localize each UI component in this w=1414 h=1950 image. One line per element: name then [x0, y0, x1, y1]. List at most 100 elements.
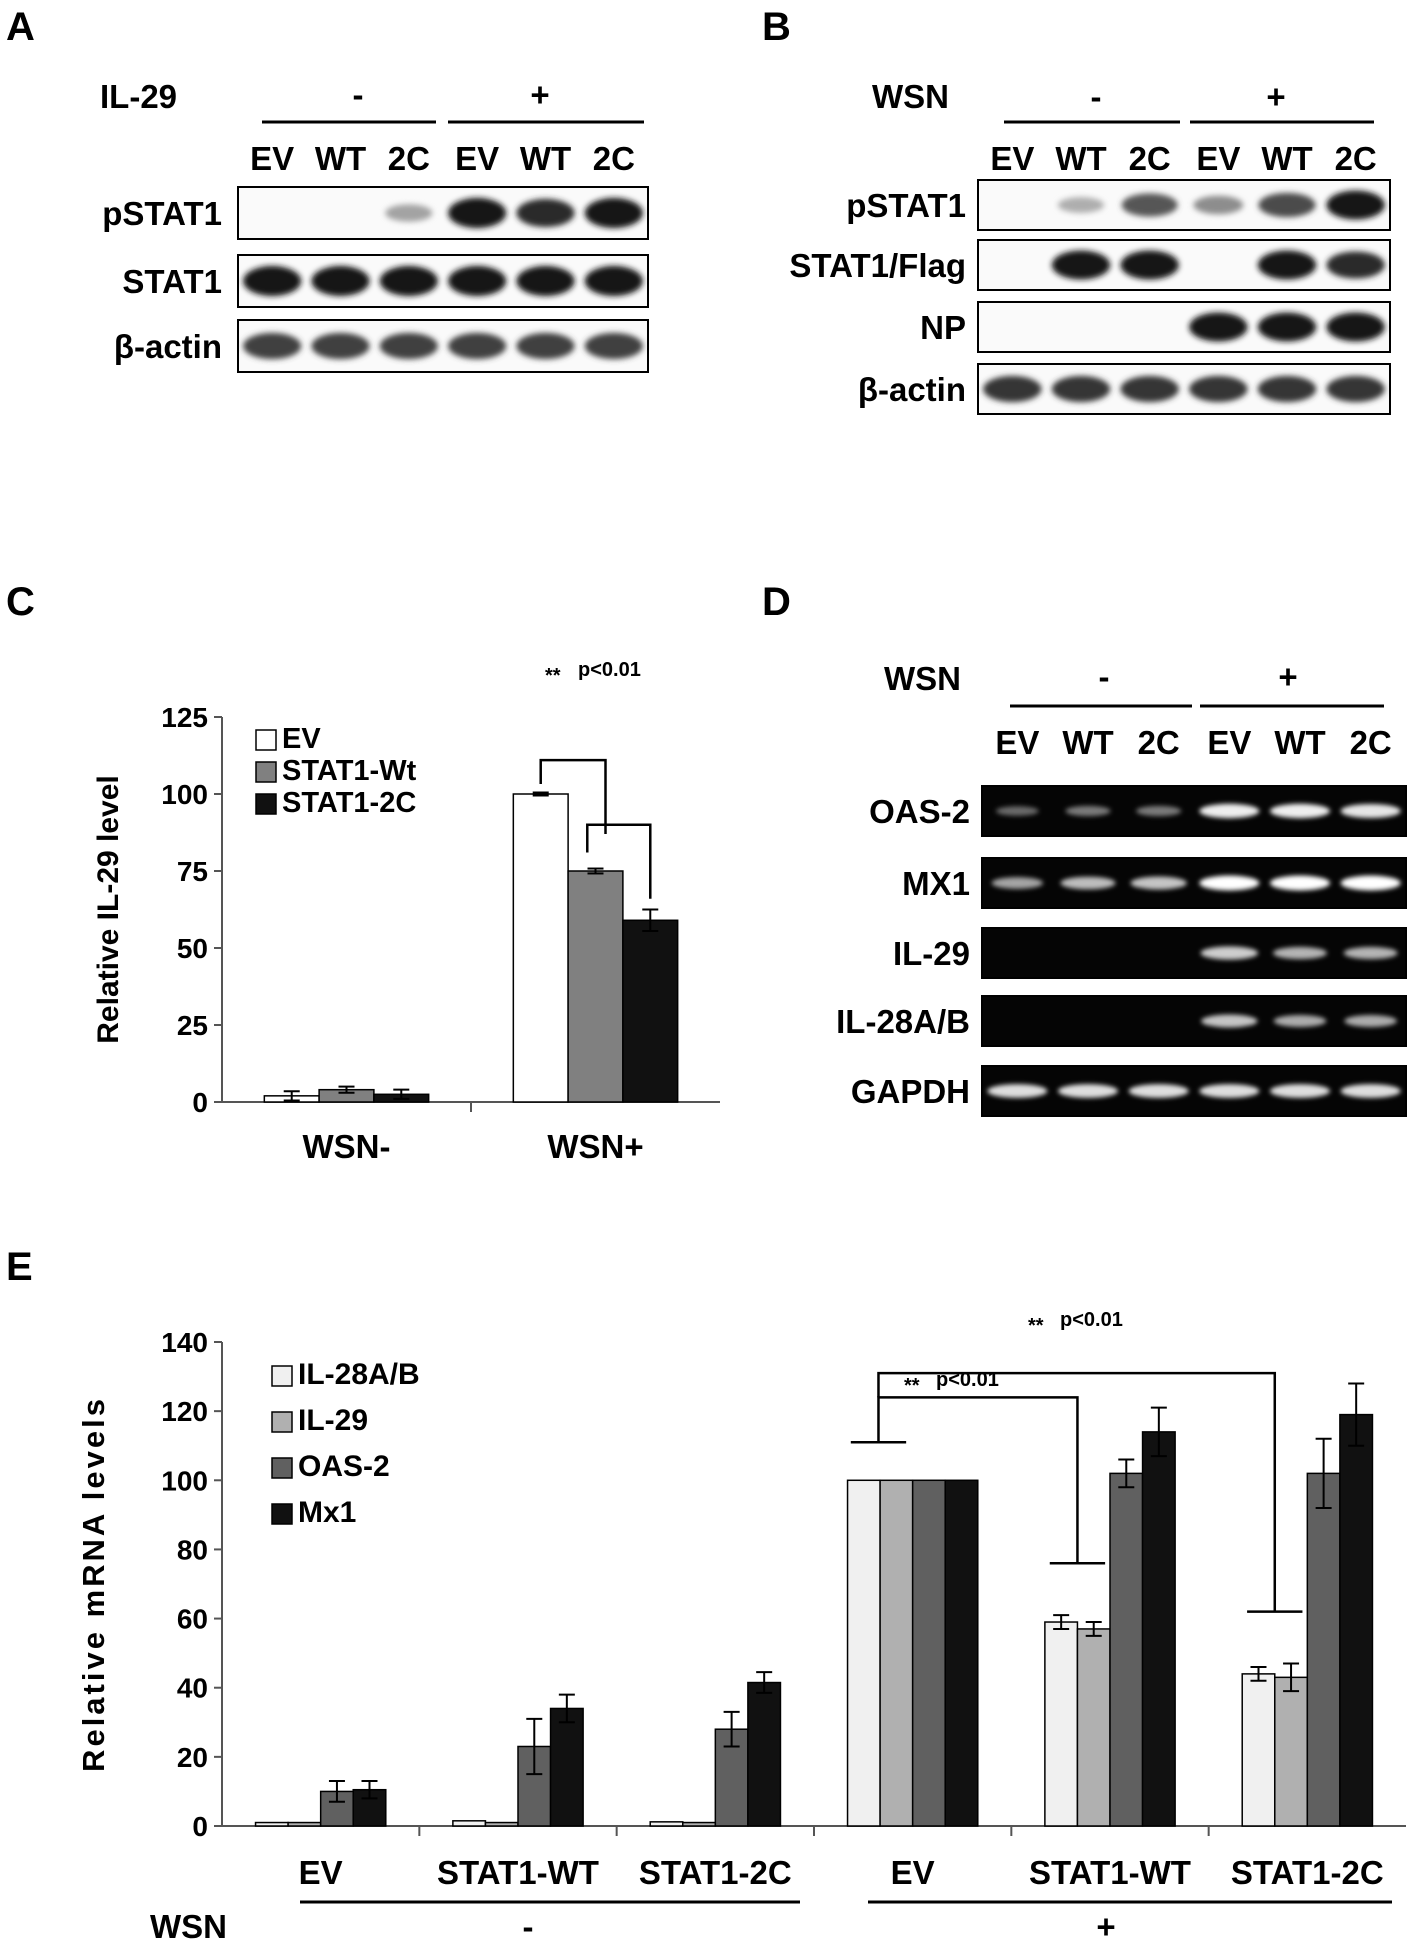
- blot-band: [1343, 946, 1398, 960]
- panel-d-sign-plus: +: [1278, 658, 1297, 695]
- bar-mx1: [944, 1479, 979, 1827]
- chart-c-significance: p<0.01: [578, 659, 641, 681]
- blot-band: [516, 198, 575, 228]
- x-category-label: WSN+: [547, 1128, 643, 1165]
- bar-il-29: [682, 1821, 717, 1827]
- blot-band: [1065, 805, 1111, 817]
- chart-e-significance-1: p<0.01: [1060, 1309, 1123, 1331]
- blot-band: [1340, 1084, 1401, 1098]
- bar-il-28a-b: [1241, 1673, 1276, 1827]
- bar-ev: [512, 793, 569, 1103]
- blot-band: [1128, 1084, 1189, 1098]
- bar-il-29: [879, 1479, 914, 1827]
- blot-band: [1340, 875, 1401, 891]
- significance-bracket: [586, 823, 652, 899]
- blot-a: EV WT 2C EV WT 2C pSTAT1 STAT1 β-actin: [102, 140, 649, 373]
- row-label-il-28a-b: IL-28A/B: [836, 1003, 970, 1040]
- blot-band: [311, 332, 370, 360]
- row-label-oas-2: OAS-2: [869, 793, 970, 830]
- blot-band: [1189, 375, 1248, 403]
- y-tick-label: 100: [161, 1465, 208, 1496]
- blot-band: [1199, 1084, 1260, 1098]
- x-category-label: STAT1-2C: [1231, 1854, 1384, 1891]
- row-label-pstat1: pSTAT1: [102, 195, 222, 232]
- blot-strip: [981, 1065, 1407, 1117]
- blot-strip: [977, 239, 1391, 291]
- bar-stat1-2c: [622, 919, 679, 1103]
- blot-band: [1273, 946, 1327, 960]
- blot-band: [584, 197, 643, 229]
- blot-strip: [237, 319, 649, 373]
- bar-il-28a-b: [846, 1479, 881, 1827]
- blot-band: [995, 806, 1039, 816]
- y-tick-label: 120: [161, 1396, 208, 1427]
- y-tick-label: 75: [177, 856, 208, 887]
- legend-swatch: [255, 761, 277, 783]
- bar-il-29: [484, 1821, 519, 1827]
- legend-label: IL-28A/B: [298, 1358, 420, 1391]
- lane-label-wt: WT: [520, 140, 571, 177]
- panel-b: B WSN - + EV WT 2C EV WT 2C pSTAT1 STAT1/Flag NP…: [762, 5, 1391, 415]
- panel-d-treatment: WSN: [884, 660, 961, 697]
- blot-band: [1199, 875, 1260, 891]
- lane-label-ev: EV: [455, 140, 499, 177]
- blot-band: [1269, 875, 1331, 891]
- lane-label-ev: EV: [995, 724, 1039, 761]
- blot-band: [1326, 312, 1385, 342]
- lane-label-wt: WT: [315, 140, 366, 177]
- blot-strip: [981, 785, 1407, 837]
- legend-swatch: [271, 1503, 293, 1525]
- x-category-label: EV: [299, 1854, 343, 1891]
- panel-c-letter: C: [6, 580, 35, 624]
- blot-band: [1200, 946, 1259, 960]
- legend-swatch: [271, 1365, 293, 1387]
- legend-swatch: [255, 729, 277, 751]
- blot-band: [311, 265, 370, 297]
- lane-label-2c: 2C: [593, 140, 635, 177]
- blot-band: [1057, 197, 1105, 213]
- blot-strip: [981, 927, 1407, 979]
- blot-band: [448, 265, 507, 297]
- legend-swatch: [271, 1411, 293, 1433]
- blot-band: [1273, 1015, 1327, 1027]
- chart-e-sign-plus: +: [1096, 1908, 1115, 1945]
- y-tick-label: 0: [192, 1811, 208, 1842]
- panel-b-sign-plus: +: [1266, 78, 1285, 115]
- panel-d-sign-minus: -: [1099, 658, 1110, 695]
- bar-il-29: [1274, 1676, 1309, 1827]
- panel-a-sign-plus: +: [530, 76, 549, 113]
- lane-label-wt: WT: [1274, 724, 1325, 761]
- blot-band: [1201, 1014, 1258, 1028]
- legend-swatch: [255, 793, 277, 815]
- x-category-label: WSN-: [303, 1128, 391, 1165]
- lane-label-2c: 2C: [1138, 724, 1180, 761]
- bar-il-28a-b: [452, 1820, 487, 1827]
- bar-stat1-wt: [567, 870, 624, 1103]
- x-category-label: STAT1-WT: [437, 1854, 599, 1891]
- bar-il-28a-b: [649, 1821, 684, 1827]
- legend-label: IL-29: [298, 1404, 368, 1437]
- blot-band: [1136, 805, 1182, 817]
- blot-band: [1057, 1084, 1119, 1098]
- blot-band: [448, 197, 507, 229]
- y-tick-label: 20: [177, 1742, 208, 1773]
- blot-band: [1340, 803, 1401, 819]
- legend-label: STAT1-Wt: [282, 755, 417, 787]
- y-axis-title: Relative IL-29 level: [92, 775, 125, 1043]
- legend-swatch: [271, 1457, 293, 1479]
- panel-e: E 0 20 40 60 80 100 120 140 Relative mRNA levels…: [6, 1245, 1406, 1945]
- blot-band: [584, 332, 643, 360]
- blot-band: [379, 265, 438, 297]
- blot-band: [1120, 375, 1179, 403]
- blot-b: EV WT 2C EV WT 2C pSTAT1 STAT1/Flag NP β-actin: [789, 140, 1391, 415]
- panel-d-letter: D: [762, 580, 791, 624]
- chart-e-significance-1-stars: **: [1028, 1315, 1044, 1337]
- chart-e: 0 20 40 60 80 100 120 140 Relative mRNA levels EV…: [76, 1327, 1406, 1904]
- lane-label-ev: EV: [250, 140, 294, 177]
- lane-label-wt: WT: [1062, 724, 1113, 761]
- blot-band: [1344, 1015, 1397, 1027]
- chart-e-significance-2: p<0.01: [936, 1369, 999, 1391]
- blot-strip: [237, 186, 649, 240]
- legend-label: STAT1-2C: [282, 787, 416, 819]
